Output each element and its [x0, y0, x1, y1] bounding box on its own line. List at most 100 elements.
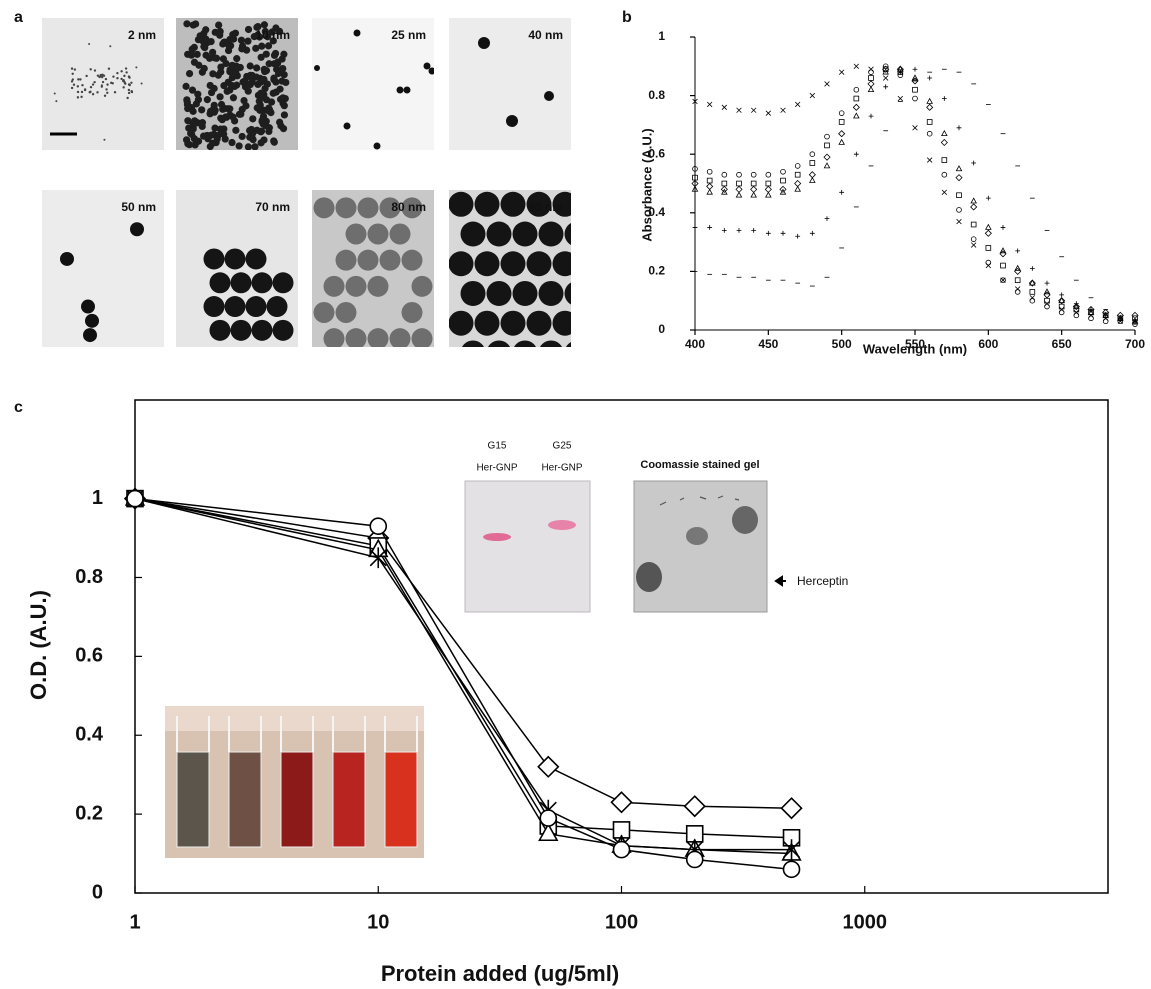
- y-tick-label: 0.6: [648, 146, 665, 160]
- tem-image: 40 nm: [449, 18, 571, 150]
- marker: [809, 92, 816, 99]
- x-tick-label: 600: [978, 337, 998, 351]
- particle: [246, 62, 254, 70]
- particle: [77, 78, 80, 81]
- particle: [128, 83, 131, 87]
- marker: [1014, 286, 1021, 292]
- particle: [237, 110, 245, 118]
- y-tick-label: 0.2: [75, 802, 103, 824]
- particle: [60, 251, 74, 266]
- particle: [253, 23, 261, 31]
- marker: [126, 489, 144, 508]
- particle: [566, 341, 571, 347]
- particle: [357, 197, 379, 219]
- particle: [255, 33, 264, 41]
- particle: [89, 68, 92, 71]
- marker: [1131, 317, 1139, 324]
- marker: [1058, 296, 1065, 304]
- particle: [258, 42, 266, 50]
- marker: [853, 95, 860, 102]
- marker: [1058, 297, 1066, 305]
- marker: [912, 125, 918, 131]
- particle: [71, 72, 74, 75]
- particle: [76, 96, 80, 99]
- marker: [1043, 288, 1051, 295]
- particle: [460, 280, 486, 306]
- particle: [474, 251, 500, 277]
- particle: [53, 92, 56, 95]
- image-label: 70 nm: [255, 200, 290, 214]
- particle: [313, 197, 335, 219]
- particles: [449, 191, 571, 347]
- particles: [313, 197, 433, 347]
- marker: [1073, 312, 1080, 319]
- particle: [76, 85, 80, 88]
- image-bg: [42, 18, 164, 150]
- x-tick-label: 100: [605, 911, 638, 933]
- particle: [544, 91, 554, 101]
- panel-label: c: [14, 399, 23, 416]
- particle: [552, 191, 571, 217]
- particle: [83, 88, 87, 92]
- x-tick-label: 10: [367, 911, 389, 933]
- particle: [403, 86, 411, 94]
- panel-label: b: [622, 9, 632, 26]
- particle: [193, 50, 201, 58]
- marker: [735, 185, 743, 193]
- particle: [266, 296, 288, 318]
- particle: [250, 33, 258, 41]
- marker: [794, 101, 801, 108]
- marker: [780, 168, 786, 175]
- marker: [926, 157, 933, 163]
- marker: [926, 103, 934, 111]
- particle: [70, 67, 74, 70]
- particle: [249, 115, 257, 123]
- particle: [116, 77, 119, 80]
- particle: [564, 282, 571, 305]
- marker: [369, 547, 387, 569]
- y-axis-label: O.D. (A.U.): [26, 590, 51, 700]
- marker: [985, 262, 992, 269]
- marker: [970, 242, 977, 248]
- marker: [956, 218, 962, 225]
- particle: [89, 85, 93, 89]
- particle: [122, 86, 125, 89]
- marker: [736, 180, 742, 187]
- particle: [245, 248, 267, 270]
- marker: [971, 160, 977, 166]
- marker: [941, 129, 948, 137]
- particle: [526, 251, 552, 277]
- marker: [707, 225, 713, 230]
- marker: [794, 163, 801, 169]
- protein-spot: [686, 527, 708, 545]
- marker: [1132, 315, 1138, 322]
- marker: [683, 795, 706, 818]
- marker: [780, 797, 803, 820]
- marker: [750, 171, 757, 178]
- marker: [1102, 315, 1109, 321]
- marker: [1073, 302, 1080, 309]
- particle: [280, 102, 288, 110]
- particle: [230, 319, 252, 341]
- x-tick-label: 450: [758, 337, 778, 351]
- particle: [91, 93, 95, 96]
- marker: [955, 174, 963, 182]
- marker: [955, 165, 963, 172]
- marker: [852, 103, 860, 111]
- particle: [272, 88, 280, 96]
- series: [692, 66, 1138, 324]
- particle: [245, 296, 267, 318]
- particle: [257, 139, 265, 147]
- particle: [100, 75, 104, 79]
- particle: [220, 82, 228, 90]
- marker: [750, 191, 757, 198]
- panel-label: a: [14, 9, 23, 26]
- particle: [185, 69, 194, 78]
- particle: [192, 20, 200, 28]
- gel-band: [548, 520, 576, 530]
- gel-image: [464, 480, 591, 613]
- particle: [88, 91, 91, 94]
- particle: [538, 221, 564, 247]
- particle: [238, 132, 246, 141]
- particle: [120, 77, 123, 81]
